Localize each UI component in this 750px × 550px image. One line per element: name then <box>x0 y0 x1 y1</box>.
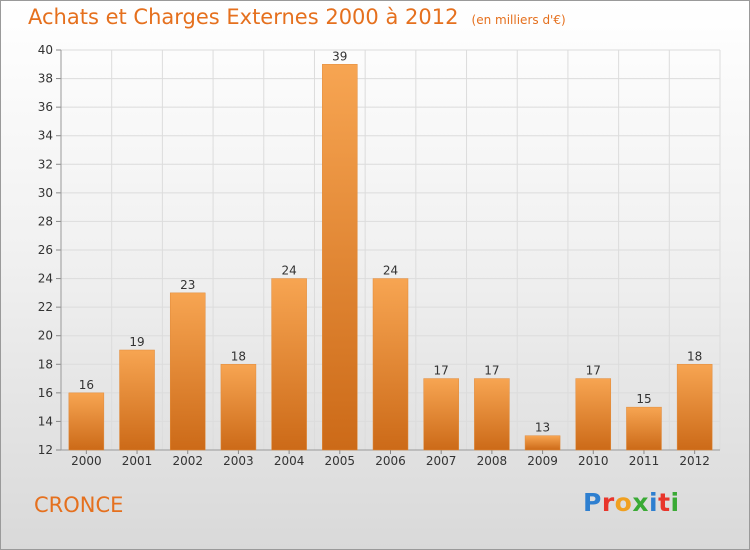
data-label: 18 <box>231 349 246 363</box>
bar <box>119 349 155 451</box>
logo-letter: i <box>670 488 680 517</box>
bar <box>322 64 358 451</box>
data-label: 19 <box>129 335 144 349</box>
y-tick-label: 16 <box>38 386 53 400</box>
x-tick-label: 2012 <box>679 454 710 468</box>
chart-header: Achats et Charges Externes 2000 à 2012 (… <box>28 5 566 29</box>
proxiti-logo[interactable]: Proxiti <box>583 488 680 517</box>
x-tick-label: 2000 <box>71 454 102 468</box>
y-tick-label: 38 <box>38 72 53 86</box>
bars <box>68 64 713 451</box>
y-tick-label: 28 <box>38 214 53 228</box>
data-label: 17 <box>434 364 449 378</box>
bar <box>423 378 459 451</box>
bar <box>524 435 561 451</box>
data-label: 23 <box>180 278 195 292</box>
y-tick-label: 34 <box>38 129 53 143</box>
data-label: 18 <box>687 349 702 363</box>
y-tick-label: 30 <box>38 186 53 200</box>
x-tick-label: 2009 <box>527 454 558 468</box>
data-label: 39 <box>332 49 347 63</box>
x-tick-label: 2003 <box>223 454 254 468</box>
y-tick-label: 36 <box>38 100 53 114</box>
bar <box>575 378 612 451</box>
x-tick-label: 2011 <box>629 454 660 468</box>
data-label: 17 <box>484 364 499 378</box>
logo-letter: x <box>632 488 649 517</box>
logo-letter: i <box>649 488 659 517</box>
y-tick-label: 12 <box>38 443 53 457</box>
x-tick-label: 2010 <box>578 454 609 468</box>
y-tick-label: 20 <box>38 329 53 343</box>
bar <box>626 406 662 451</box>
x-tick-label: 2004 <box>274 454 305 468</box>
data-label: 15 <box>636 392 651 406</box>
x-tick-label: 2005 <box>325 454 356 468</box>
y-tick-label: 18 <box>38 357 53 371</box>
bar <box>372 278 409 451</box>
y-tick-label: 26 <box>38 243 53 257</box>
bar <box>676 364 713 451</box>
bar <box>220 364 257 451</box>
data-label: 24 <box>281 264 296 278</box>
chart-title: Achats et Charges Externes 2000 à 2012 <box>28 5 459 29</box>
logo-letter: P <box>583 488 602 517</box>
y-tick-label: 14 <box>38 414 53 428</box>
logo-letter: o <box>614 488 633 517</box>
y-tick-label: 32 <box>38 157 53 171</box>
logo-letter: r <box>601 488 615 517</box>
data-label: 13 <box>535 421 550 435</box>
x-tick-label: 2008 <box>477 454 508 468</box>
logo-letter: t <box>658 488 671 517</box>
y-tick-label: 24 <box>38 272 53 286</box>
data-label: 16 <box>79 378 94 392</box>
bar <box>68 392 105 451</box>
x-tick-label: 2001 <box>122 454 153 468</box>
bar <box>474 378 510 451</box>
x-tick-label: 2002 <box>172 454 203 468</box>
data-label: 24 <box>383 264 398 278</box>
place-name: CRONCE <box>34 493 124 517</box>
unit-note: (en milliers d'€) <box>471 13 566 27</box>
y-tick-label: 22 <box>38 300 53 314</box>
x-tick-label: 2007 <box>426 454 457 468</box>
bar <box>169 292 206 451</box>
data-label: 17 <box>586 364 601 378</box>
y-tick-label: 40 <box>38 43 53 57</box>
labels: 16 2000 19 2001 23 2002 18 2003 24 2004 39 2005 24 20… <box>71 49 710 468</box>
x-tick-label: 2006 <box>375 454 406 468</box>
bar <box>271 278 307 451</box>
